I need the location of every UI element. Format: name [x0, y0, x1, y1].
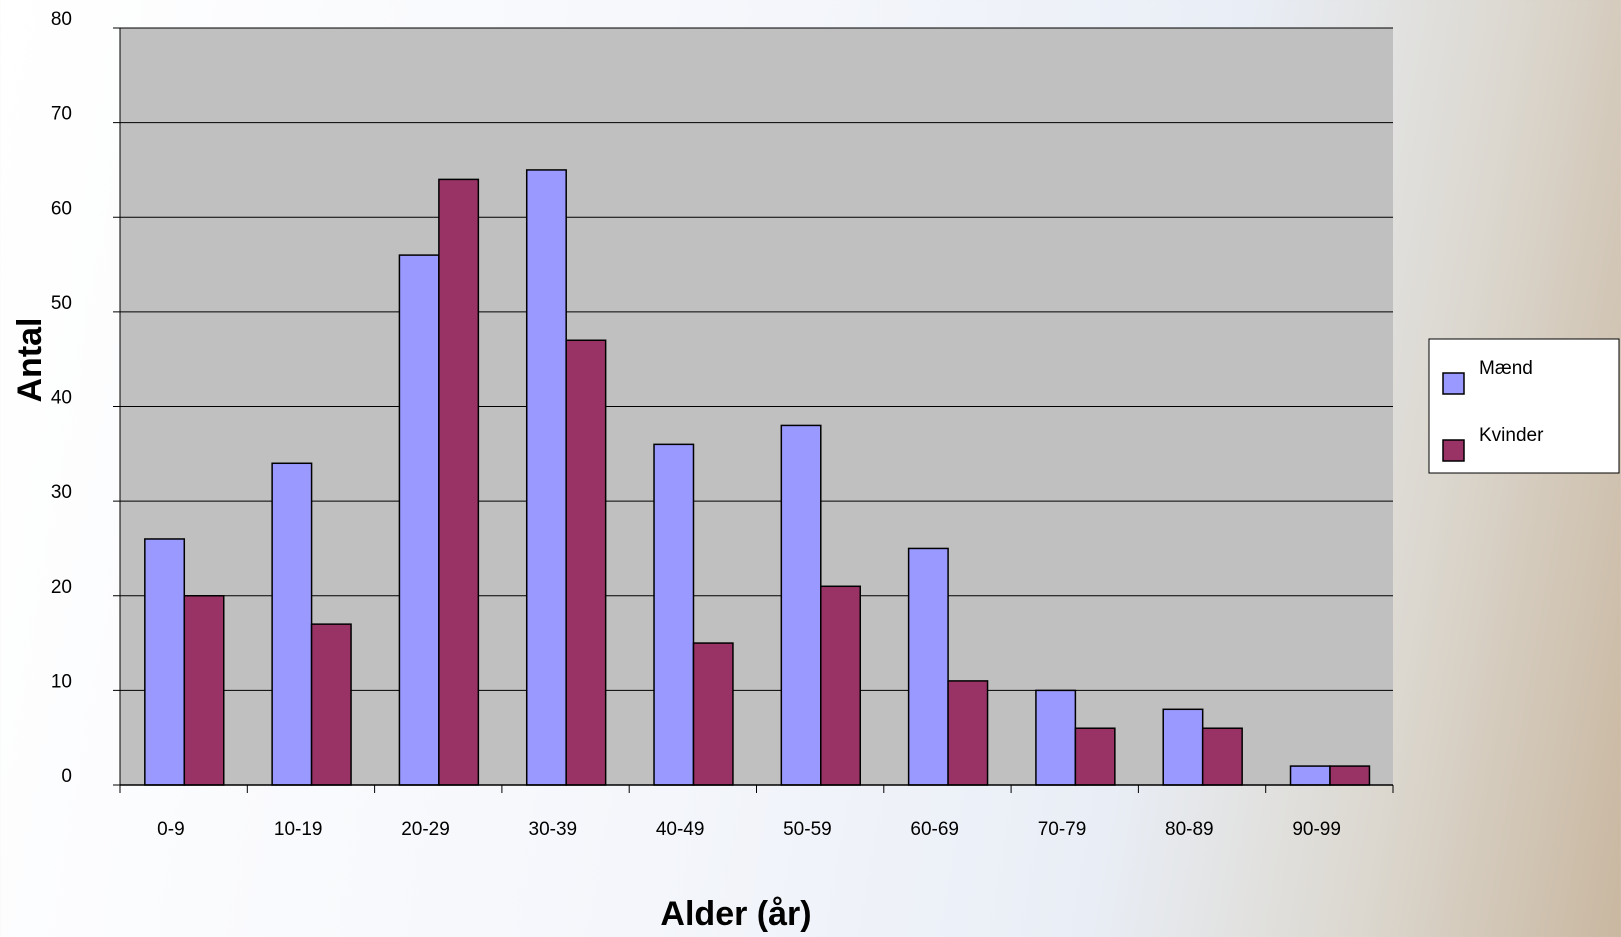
x-tick-label: 50-59 — [783, 819, 832, 840]
bar — [653, 443, 695, 786]
x-tick-label: 40-49 — [656, 819, 705, 840]
x-tick-label: 30-39 — [529, 819, 578, 840]
x-tick-label: 70-79 — [1038, 819, 1087, 840]
legend-swatch — [1442, 439, 1465, 462]
legend-label: Kvinder — [1479, 425, 1544, 446]
bar — [780, 424, 822, 786]
x-tick-label: 80-89 — [1165, 819, 1214, 840]
bar — [1035, 689, 1077, 786]
y-tick-label: 50 — [51, 293, 72, 314]
x-tick-label: 10-19 — [274, 819, 323, 840]
bar — [310, 623, 352, 786]
bar — [398, 254, 440, 786]
x-axis-title: Alder (år) — [660, 895, 811, 933]
x-tick-label: 90-99 — [1292, 819, 1341, 840]
y-tick-label: 80 — [51, 9, 72, 30]
y-tick-label: 20 — [51, 577, 72, 598]
y-tick-label: 30 — [51, 482, 72, 503]
y-tick-label: 60 — [51, 198, 72, 219]
y-tick-label: 10 — [51, 671, 72, 692]
bar — [1074, 727, 1116, 786]
bar — [820, 585, 861, 786]
bar — [438, 178, 480, 786]
bar — [565, 339, 607, 786]
x-tick-label: 20-29 — [401, 819, 450, 840]
y-tick-label: 70 — [51, 104, 72, 125]
bar — [271, 462, 313, 786]
legend-label: Mænd — [1479, 358, 1533, 379]
bar — [183, 595, 225, 786]
bar — [525, 169, 567, 786]
bar — [692, 642, 734, 786]
x-tick-label: 0-9 — [157, 819, 184, 840]
y-tick-label: 40 — [51, 388, 72, 409]
bar — [907, 547, 949, 786]
bar — [144, 538, 186, 786]
bar — [1201, 727, 1243, 786]
bar — [947, 680, 989, 786]
x-tick-label: 60-69 — [910, 819, 959, 840]
bar — [1289, 765, 1331, 786]
bar — [1329, 765, 1371, 786]
y-axis-title: Antal — [11, 318, 49, 403]
y-tick-label: 0 — [61, 766, 72, 787]
legend-swatch — [1442, 372, 1465, 395]
bar — [1162, 708, 1204, 786]
